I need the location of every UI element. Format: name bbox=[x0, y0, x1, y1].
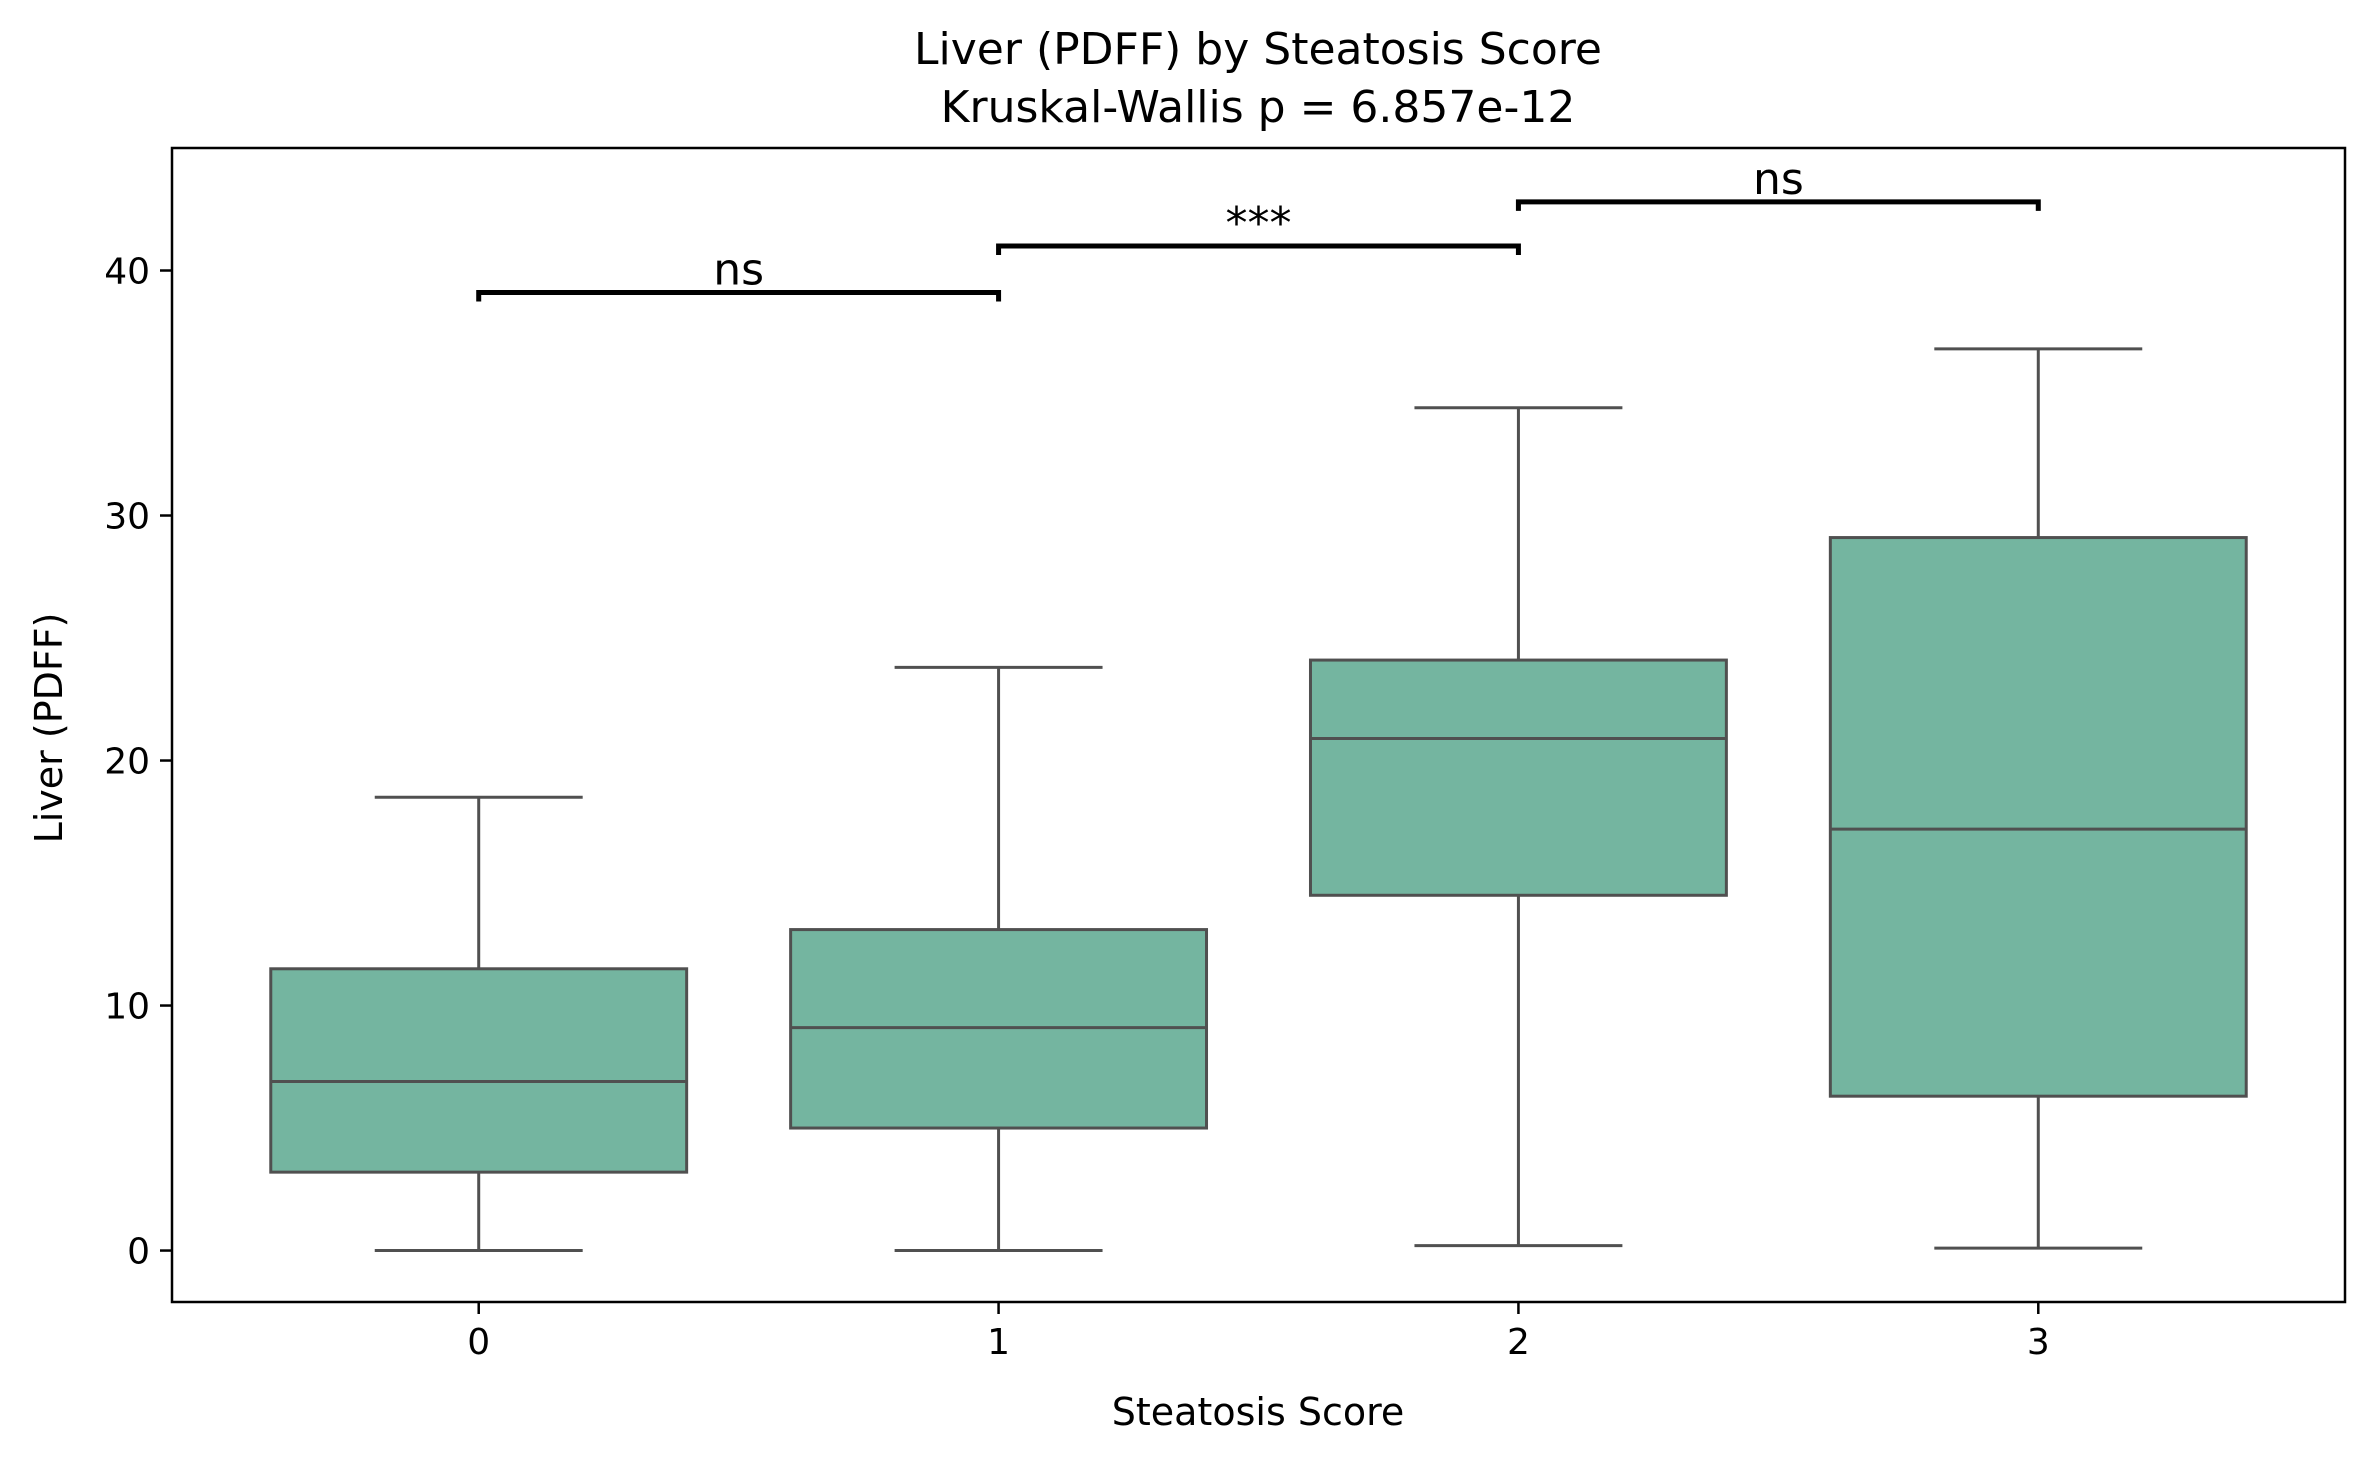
significance-label-1: ns bbox=[713, 245, 764, 296]
x-tick-label-2: 2 bbox=[1507, 1322, 1530, 1363]
box-2 bbox=[1308, 658, 1728, 897]
x-tick-label-1: 1 bbox=[987, 1322, 1010, 1363]
chart-subtitle: Kruskal-Wallis p = 6.857e-12 bbox=[941, 82, 1576, 133]
y-tick-label-30: 30 bbox=[104, 497, 150, 538]
x-tick-label-3: 3 bbox=[2027, 1322, 2050, 1363]
y-tick-label-0: 0 bbox=[127, 1232, 150, 1273]
y-tick-label-40: 40 bbox=[104, 252, 150, 293]
plot-frame bbox=[170, 146, 2347, 1304]
y-axis-label: Liver (PDFF) bbox=[27, 613, 71, 844]
significance-label-3: ns bbox=[1753, 154, 1804, 205]
plot-area: ns *** ns 0 10 20 30 40 0 1 2 3 bbox=[104, 146, 2347, 1363]
y-tick-label-10: 10 bbox=[104, 987, 150, 1028]
significance-label-2: *** bbox=[1226, 198, 1292, 249]
x-axis-label: Steatosis Score bbox=[1112, 1390, 1405, 1434]
significance-bracket-3 bbox=[1515, 199, 2041, 211]
box-3 bbox=[1828, 536, 2248, 1098]
x-tick-label-0: 0 bbox=[467, 1322, 490, 1363]
significance-bracket-1 bbox=[476, 290, 1002, 302]
y-tick-label-20: 20 bbox=[104, 742, 150, 783]
chart-title: Liver (PDFF) by Steatosis Score bbox=[914, 24, 1602, 75]
significance-bracket-2 bbox=[996, 243, 1521, 256]
box-0 bbox=[269, 967, 689, 1174]
